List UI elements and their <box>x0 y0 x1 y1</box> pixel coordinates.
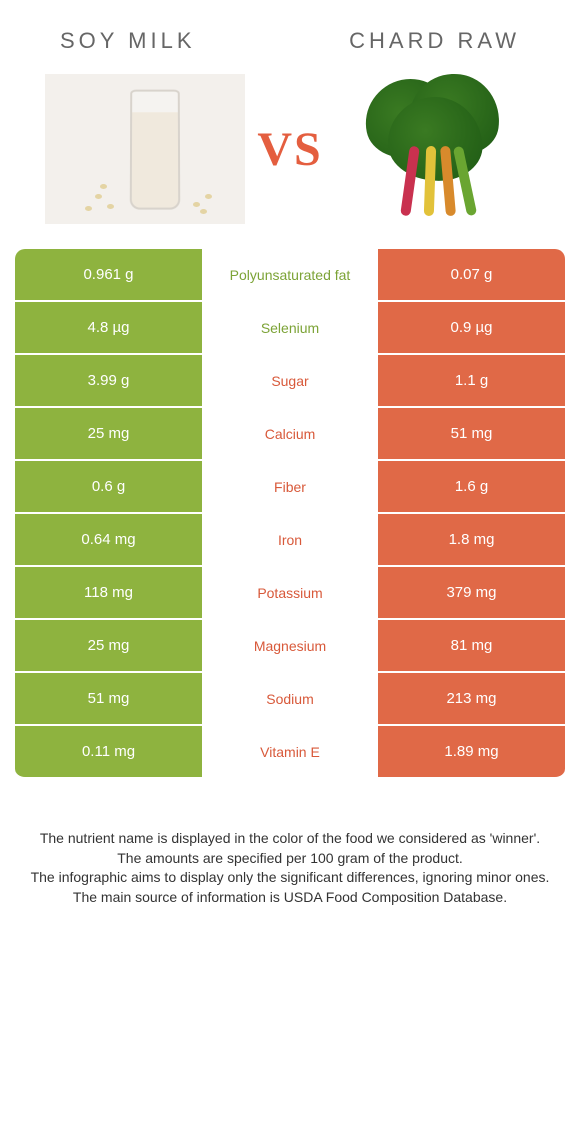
header-row: Soy milk chard raw <box>0 0 580 74</box>
nutrient-label-cell: Sugar <box>202 355 378 408</box>
soy-milk-icon <box>45 74 245 224</box>
comparison-table: 0.961 gPolyunsaturated fat0.07 g4.8 µgSe… <box>15 249 565 779</box>
right-value-cell: 1.6 g <box>378 461 565 514</box>
left-food-title: Soy milk <box>60 28 196 54</box>
right-value-cell: 1.1 g <box>378 355 565 408</box>
footnote-line: The nutrient name is displayed in the co… <box>30 829 550 849</box>
right-value-cell: 213 mg <box>378 673 565 726</box>
left-value-cell: 0.11 mg <box>15 726 202 779</box>
chard-icon <box>355 74 515 224</box>
left-value-cell: 25 mg <box>15 408 202 461</box>
table-row: 3.99 gSugar1.1 g <box>15 355 565 408</box>
right-value-cell: 51 mg <box>378 408 565 461</box>
table-row: 0.6 gFiber1.6 g <box>15 461 565 514</box>
footnote-line: The amounts are specified per 100 gram o… <box>30 849 550 869</box>
right-value-cell: 1.89 mg <box>378 726 565 779</box>
left-value-cell: 4.8 µg <box>15 302 202 355</box>
left-food-image <box>45 74 245 224</box>
right-food-image <box>335 74 535 224</box>
right-value-cell: 0.07 g <box>378 249 565 302</box>
table-row: 25 mgCalcium51 mg <box>15 408 565 461</box>
right-value-cell: 1.8 mg <box>378 514 565 567</box>
left-value-cell: 25 mg <box>15 620 202 673</box>
right-value-cell: 81 mg <box>378 620 565 673</box>
nutrient-label-cell: Selenium <box>202 302 378 355</box>
footnote-line: The infographic aims to display only the… <box>30 868 550 888</box>
nutrient-label-cell: Polyunsaturated fat <box>202 249 378 302</box>
table-row: 0.11 mgVitamin E1.89 mg <box>15 726 565 779</box>
nutrient-label-cell: Calcium <box>202 408 378 461</box>
left-value-cell: 51 mg <box>15 673 202 726</box>
table-row: 25 mgMagnesium81 mg <box>15 620 565 673</box>
table-row: 0.961 gPolyunsaturated fat0.07 g <box>15 249 565 302</box>
chard-stem <box>424 146 436 216</box>
right-value-cell: 0.9 µg <box>378 302 565 355</box>
left-value-cell: 118 mg <box>15 567 202 620</box>
table-row: 4.8 µgSelenium0.9 µg <box>15 302 565 355</box>
left-value-cell: 3.99 g <box>15 355 202 408</box>
left-value-cell: 0.64 mg <box>15 514 202 567</box>
footnote-line: The main source of information is USDA F… <box>30 888 550 908</box>
left-value-cell: 0.6 g <box>15 461 202 514</box>
table-row: 0.64 mgIron1.8 mg <box>15 514 565 567</box>
right-food-title: chard raw <box>349 28 520 54</box>
nutrient-label-cell: Magnesium <box>202 620 378 673</box>
table-row: 51 mgSodium213 mg <box>15 673 565 726</box>
nutrient-label-cell: Sodium <box>202 673 378 726</box>
table-row: 118 mgPotassium379 mg <box>15 567 565 620</box>
right-value-cell: 379 mg <box>378 567 565 620</box>
vs-label: VS <box>257 122 322 177</box>
nutrient-label-cell: Potassium <box>202 567 378 620</box>
footnotes: The nutrient name is displayed in the co… <box>0 779 580 907</box>
left-value-cell: 0.961 g <box>15 249 202 302</box>
nutrient-label-cell: Vitamin E <box>202 726 378 779</box>
images-row: VS <box>0 74 580 249</box>
nutrient-label-cell: Iron <box>202 514 378 567</box>
nutrient-label-cell: Fiber <box>202 461 378 514</box>
